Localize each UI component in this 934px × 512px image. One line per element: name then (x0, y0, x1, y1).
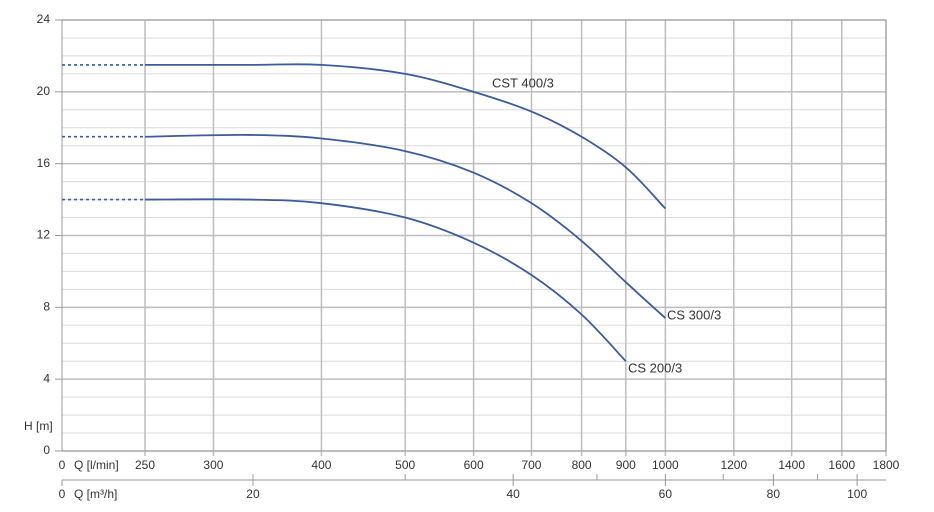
x-tick-label: 300 (203, 458, 223, 472)
curve (144, 134, 666, 319)
y-tick-label: 24 (37, 12, 51, 26)
y-tick-label: 0 (43, 443, 50, 457)
y-axis-label: H [m] (24, 419, 53, 433)
x-tick-label: 1400 (778, 458, 805, 472)
x-tick-label: 400 (311, 458, 331, 472)
y-tick-label: 16 (37, 156, 51, 170)
x-tick-label: 700 (521, 458, 541, 472)
x-tick-label: 1600 (828, 458, 855, 472)
x-tick-label: 600 (464, 458, 484, 472)
x-tick-label: 900 (616, 458, 636, 472)
x-tick-label: 500 (395, 458, 415, 472)
x-origin-label: 0 (59, 458, 66, 472)
x-tick-label: 1800 (873, 458, 900, 472)
x-tick-label: 800 (572, 458, 592, 472)
x2-axis-label: Q [m³/h] (74, 487, 117, 501)
x-tick-label: 1000 (652, 458, 679, 472)
y-tick-label: 12 (37, 228, 51, 242)
curve-label: CS 300/3 (667, 307, 721, 322)
x-axis-label: Q [l/min] (74, 458, 119, 472)
y-tick-label: 20 (37, 84, 51, 98)
curve (145, 63, 667, 210)
x-tick-label: 1200 (720, 458, 747, 472)
plot-frame (61, 19, 887, 452)
x2-tick-label: 60 (659, 487, 673, 501)
x2-origin-label: 0 (59, 487, 66, 501)
x2-tick-label: 20 (246, 487, 260, 501)
y-tick-label: 4 (43, 371, 50, 385)
x2-tick-label: 100 (847, 487, 867, 501)
x2-tick-label: 40 (506, 487, 520, 501)
y-tick-label: 8 (43, 300, 50, 314)
x2-tick-label: 80 (767, 487, 781, 501)
x-tick-label: 250 (135, 458, 155, 472)
curve (144, 198, 627, 362)
curve-label: CST 400/3 (492, 75, 554, 90)
curve-label: CS 200/3 (628, 360, 682, 375)
